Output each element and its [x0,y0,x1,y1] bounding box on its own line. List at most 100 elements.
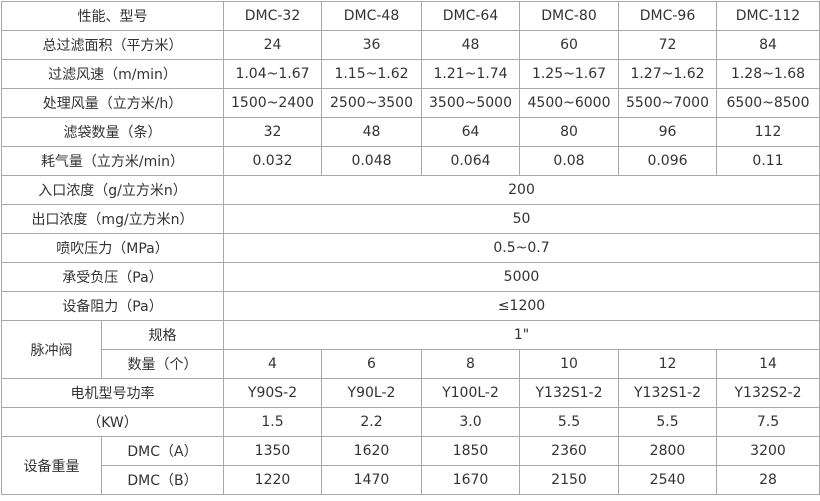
row-label: 入口浓度（g/立方米n） [1,175,224,205]
table-row: （KW） 1.5 2.2 3.0 5.5 5.5 7.5 [1,407,820,437]
table-row: 处理风量（立方米/h） 1500~2400 2500~3500 3500~5000 45… [1,88,820,118]
value-cell: 3500~5000 [421,88,520,118]
value-cell: 2500~3500 [321,88,422,118]
value-cell: 5.5 [519,407,619,437]
group-label: 设备重量 [1,436,102,495]
value-cell: 80 [519,117,619,147]
value-cell: ≤1200 [223,291,820,321]
table-row: 承受负压（Pa） 5000 [1,262,820,292]
value-cell: 4500~6000 [519,88,619,118]
row-label: （KW） [1,407,224,437]
value-cell: 3200 [716,436,820,466]
value-cell: 0.08 [519,146,619,176]
value-cell: 1.15~1.62 [321,59,422,89]
value-cell: 6500~8500 [716,88,820,118]
table-row: 入口浓度（g/立方米n） 200 [1,175,820,205]
value-cell: 0.11 [716,146,820,176]
value-cell: 60 [519,30,619,60]
table-row: 出口浓度（mg/立方米n） 50 [1,204,820,234]
value-cell: 48 [321,117,422,147]
value-cell: DMC-32 [223,1,322,31]
value-cell: 5000 [223,262,820,292]
table-row: 耗气量（立方米/min） 0.032 0.048 0.064 0.08 0.096 0.11 [1,146,820,176]
value-cell: 48 [421,30,520,60]
value-cell: DMC-96 [618,1,717,31]
value-cell: 1500~2400 [223,88,322,118]
value-cell: Y132S2-2 [716,378,820,408]
value-cell: 96 [618,117,717,147]
header-label: 性能、型号 [1,1,224,31]
row-label: 数量（个） [101,349,224,379]
row-label: 耗气量（立方米/min） [1,146,224,176]
value-cell: 1.25~1.67 [519,59,619,89]
value-cell: 1620 [321,436,422,466]
table-row: DMC（B） 1220 1470 1670 2150 2540 28 [2,465,820,495]
table-row: 性能、型号 DMC-32 DMC-48 DMC-64 DMC-80 DMC-96 DMC-1… [1,1,820,31]
value-cell: DMC-48 [321,1,422,31]
table-row: 过滤风速（m/min） 1.04~1.67 1.15~1.62 1.21~1.74 1.… [1,59,820,89]
value-cell: 1470 [321,465,422,495]
value-cell: 64 [421,117,520,147]
value-cell: 10 [519,349,619,379]
table-row: 数量（个） 4 6 8 10 12 14 [2,349,820,379]
value-cell: 1" [223,320,820,350]
row-label: 喷吹压力（MPa） [1,233,224,263]
value-cell: 2800 [618,436,717,466]
row-label: 过滤风速（m/min） [1,59,224,89]
row-label: 设备阻力（Pa） [1,291,224,321]
table-row: 喷吹压力（MPa） 0.5~0.7 [1,233,820,263]
row-label: 处理风量（立方米/h） [1,88,224,118]
row-label: DMC（A） [101,436,224,466]
value-cell: 24 [223,30,322,60]
value-cell: 28 [716,465,820,495]
table-row: 设备阻力（Pa） ≤1200 [1,291,820,321]
value-cell: 200 [223,175,820,205]
value-cell: 112 [716,117,820,147]
value-cell: 2540 [618,465,717,495]
value-cell: 2360 [519,436,619,466]
value-cell: 1350 [223,436,322,466]
value-cell: 32 [223,117,322,147]
value-cell: 72 [618,30,717,60]
value-cell: DMC-80 [519,1,619,31]
value-cell: Y90L-2 [321,378,422,408]
value-cell: 12 [618,349,717,379]
row-label: 出口浓度（mg/立方米n） [1,204,224,234]
value-cell: 5500~7000 [618,88,717,118]
value-cell: 0.048 [321,146,422,176]
value-cell: 7.5 [716,407,820,437]
value-cell: 1670 [421,465,520,495]
table-row: 总过滤面积（平方米） 24 36 48 60 72 84 [1,30,820,60]
value-cell: DMC-112 [716,1,820,31]
value-cell: 2.2 [321,407,422,437]
table-row: 设备重量 DMC（A） 1350 1620 1850 2360 2800 3200 [1,436,820,495]
value-cell: 1.21~1.74 [421,59,520,89]
value-cell: Y132S1-2 [519,378,619,408]
value-cell: 2150 [519,465,619,495]
table-row: 电机型号功率 Y90S-2 Y90L-2 Y100L-2 Y132S1-2 Y132S1-… [1,378,820,408]
value-cell: 0.5~0.7 [223,233,820,263]
value-cell: 1.04~1.67 [223,59,322,89]
value-cell: 1.27~1.62 [618,59,717,89]
value-cell: 1.28~1.68 [716,59,820,89]
group-label: 脉冲阀 [1,320,102,379]
row-label: 滤袋数量（条） [1,117,224,147]
value-cell: 14 [716,349,820,379]
value-cell: Y132S1-2 [618,378,717,408]
value-cell: 0.064 [421,146,520,176]
value-cell: 5.5 [618,407,717,437]
table-row: 滤袋数量（条） 32 48 64 80 96 112 [1,117,820,147]
value-cell: DMC-64 [421,1,520,31]
row-label: 总过滤面积（平方米） [1,30,224,60]
value-cell: 0.096 [618,146,717,176]
row-label: 承受负压（Pa） [1,262,224,292]
value-cell: 6 [321,349,422,379]
value-cell: 0.032 [223,146,322,176]
row-label: 电机型号功率 [1,378,224,408]
value-cell: 3.0 [421,407,520,437]
value-cell: 36 [321,30,422,60]
value-cell: 1.5 [223,407,322,437]
